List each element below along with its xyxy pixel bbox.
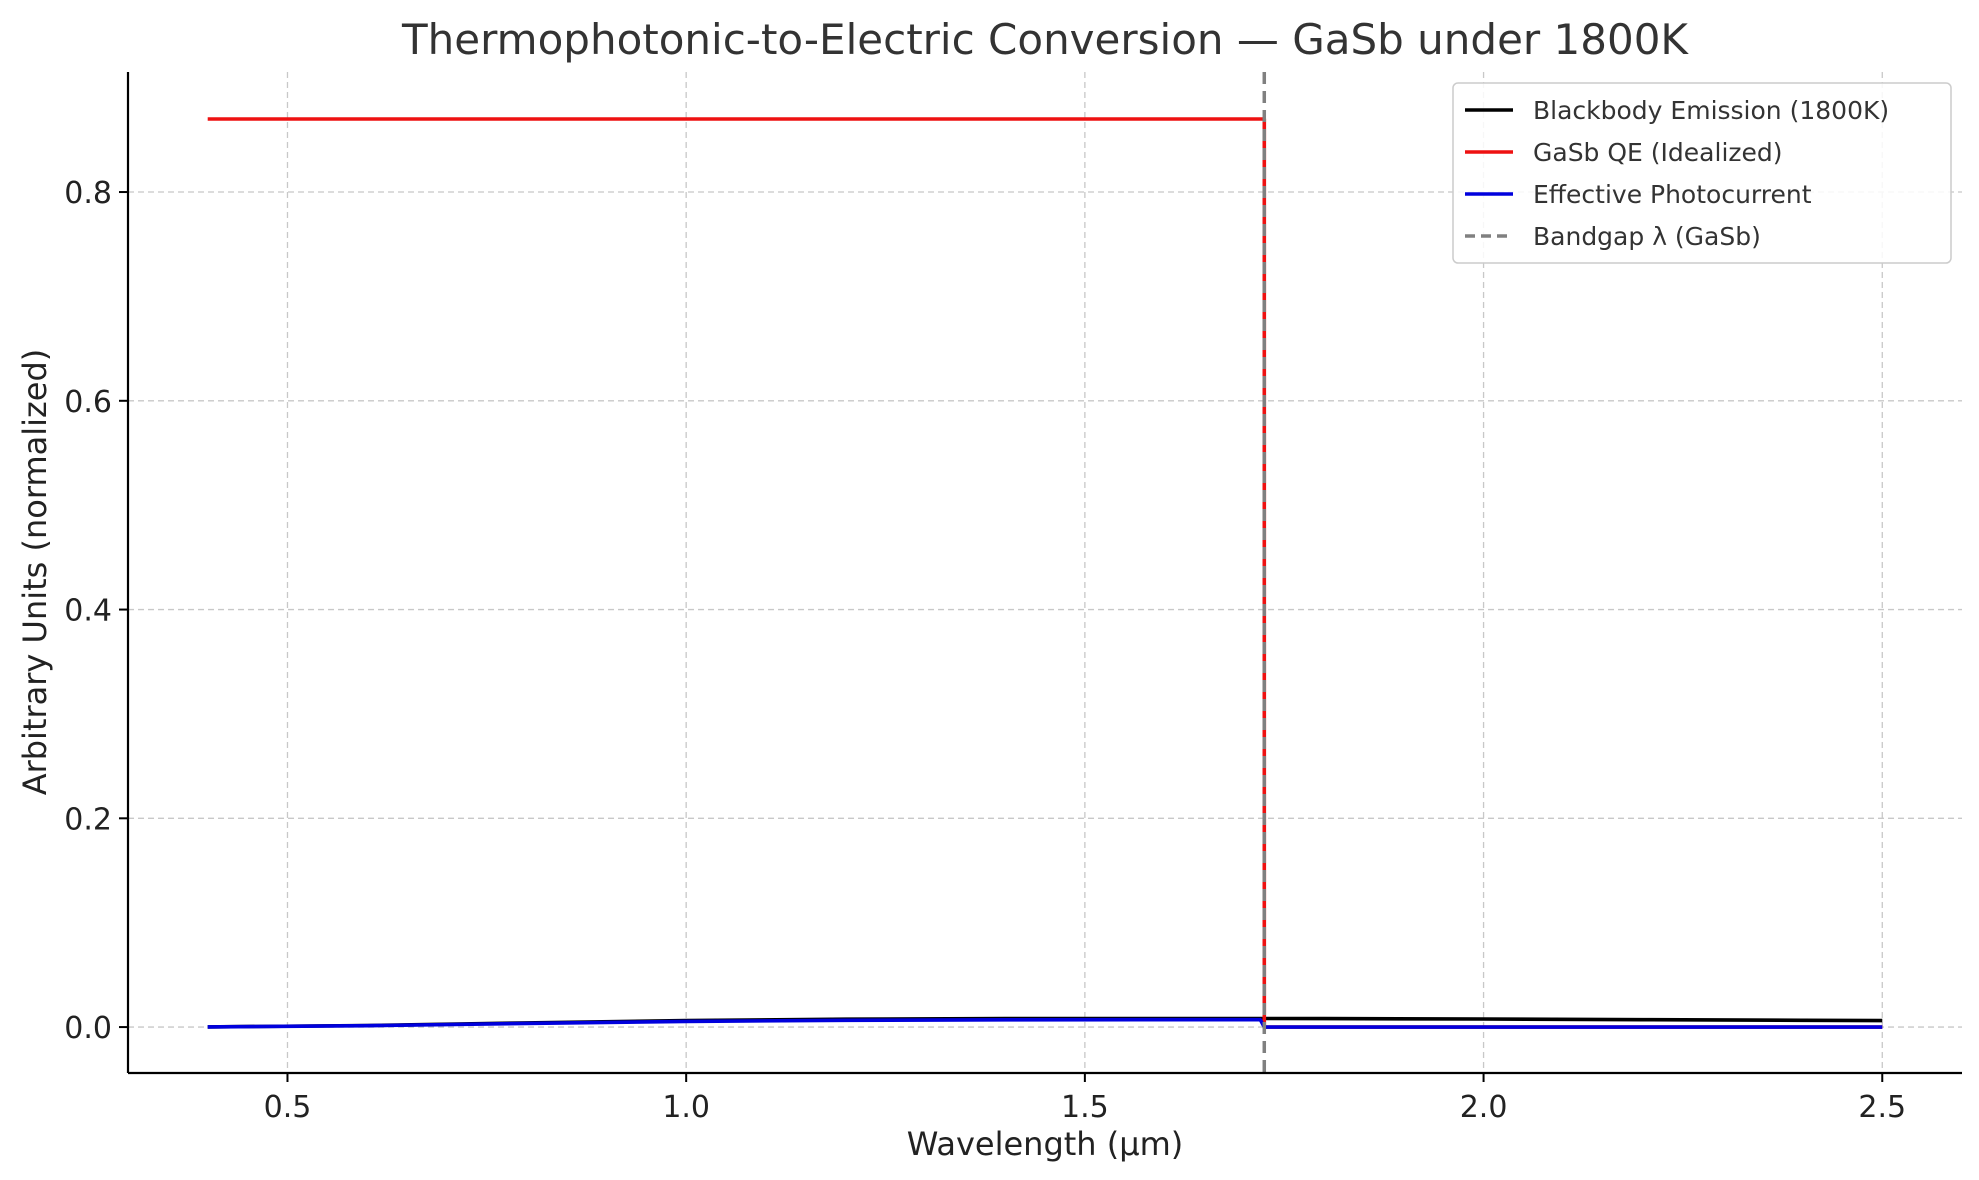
- x-tick-label-1: 1.0: [662, 1090, 710, 1125]
- x-axis-label: Wavelength (µm): [907, 1125, 1184, 1163]
- legend-label-0: Blackbody Emission (1800K): [1533, 96, 1889, 125]
- y-axis-label: Arbitrary Units (normalized): [16, 349, 54, 796]
- x-tick-label-2: 1.5: [1061, 1090, 1109, 1125]
- y-tick-label-2: 0.4: [64, 594, 112, 629]
- legend-label-2: Effective Photocurrent: [1533, 180, 1812, 209]
- grid-layer: [128, 72, 1962, 1073]
- x-tick-label-3: 2.0: [1460, 1090, 1508, 1125]
- series-layer: [207, 72, 1883, 1073]
- y-tick-label-4: 0.8: [64, 176, 112, 211]
- y-tick-label-0: 0.0: [64, 1011, 112, 1046]
- legend-label-3: Bandgap λ (GaSb): [1533, 222, 1761, 251]
- legend-box: [1452, 82, 1952, 264]
- chart-title: Thermophotonic-to-Electric Conversion — …: [401, 15, 1689, 64]
- x-tick-label-0: 0.5: [264, 1090, 312, 1125]
- series-line-2: [207, 1017, 1883, 1029]
- axes-layer: [126, 72, 1962, 1075]
- y-tick-label-3: 0.6: [64, 385, 112, 420]
- legend-label-1: GaSb QE (Idealized): [1533, 138, 1783, 167]
- y-tick-label-1: 0.2: [64, 802, 112, 837]
- ticks-layer: 0.5 1.0 1.5 2.0 2.5 0.0 0.2 0.4 0.6 0.8: [64, 176, 1906, 1125]
- x-tick-label-4: 2.5: [1858, 1090, 1906, 1125]
- legend: Blackbody Emission (1800K) GaSb QE (Ideal…: [1452, 82, 1952, 264]
